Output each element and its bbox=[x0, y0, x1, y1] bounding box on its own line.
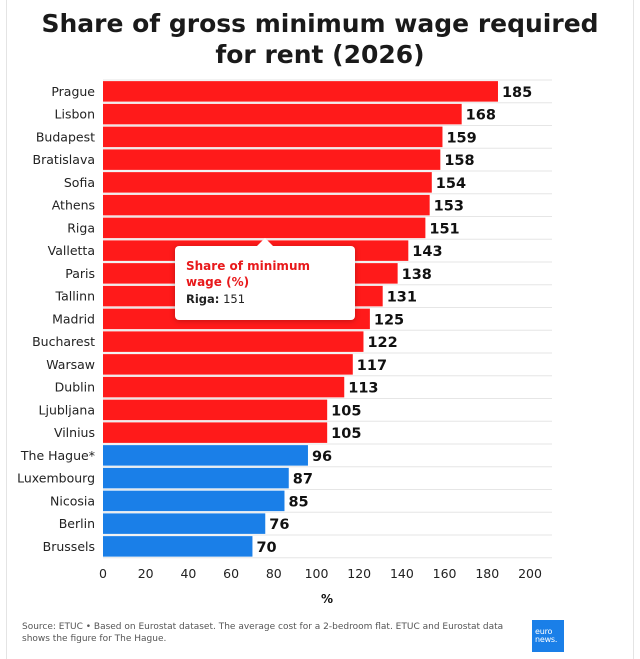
bar bbox=[103, 81, 498, 102]
bar bbox=[103, 103, 462, 125]
tooltip: Share of minimum wage (%) Riga: 151 bbox=[175, 238, 355, 320]
value-label: 76 bbox=[269, 517, 289, 533]
value-labels: 185 168 159 158 154 153 151 143 138 131 125 122 117 1… bbox=[256, 85, 532, 556]
category-label: Paris bbox=[65, 266, 95, 281]
category-label: Vilnius bbox=[54, 425, 95, 440]
value-label: 70 bbox=[256, 540, 276, 556]
tick-label: 60 bbox=[223, 566, 239, 581]
bar bbox=[103, 399, 328, 421]
bar bbox=[103, 217, 426, 239]
bar bbox=[103, 172, 432, 193]
bar bbox=[103, 490, 285, 512]
category-label: Nicosia bbox=[50, 493, 95, 508]
bar bbox=[103, 422, 328, 443]
bar bbox=[103, 536, 253, 557]
tooltip-title: Share of minimum wage (%) bbox=[186, 259, 310, 289]
value-label: 151 bbox=[429, 221, 459, 237]
category-label: Valletta bbox=[48, 243, 95, 258]
category-label: Warsaw bbox=[46, 357, 95, 372]
bar bbox=[103, 467, 289, 489]
tick-label: 100 bbox=[305, 566, 329, 581]
category-labels: Prague Lisbon Budapest Bratislava Sofia Athen… bbox=[17, 84, 95, 554]
category-label: Madrid bbox=[52, 311, 95, 326]
category-label: Prague bbox=[51, 84, 95, 99]
bar bbox=[103, 126, 443, 148]
category-label: Riga bbox=[67, 220, 95, 235]
bar bbox=[103, 354, 353, 375]
tick-label: 20 bbox=[138, 566, 154, 581]
category-label: Budapest bbox=[36, 129, 95, 144]
tooltip-line: Riga: 151 bbox=[186, 291, 345, 307]
bar bbox=[103, 331, 364, 352]
value-label: 159 bbox=[446, 130, 476, 146]
tick-label: 80 bbox=[266, 566, 282, 581]
x-axis-ticks: 0 20 40 60 80 100 120 140 160 180 200 bbox=[99, 566, 542, 581]
chart-title: Share of gross minimum wage required for… bbox=[41, 9, 599, 69]
logo-line-2: news. bbox=[535, 635, 558, 644]
bar bbox=[103, 194, 430, 216]
category-label: Ljubljana bbox=[39, 402, 95, 417]
value-label: 113 bbox=[348, 381, 378, 397]
x-axis-label: % bbox=[321, 592, 333, 606]
bar bbox=[103, 376, 345, 398]
bars bbox=[103, 81, 498, 557]
value-label: 122 bbox=[367, 335, 397, 351]
value-label: 131 bbox=[387, 290, 417, 306]
category-label: Bratislava bbox=[33, 152, 95, 167]
value-label: 105 bbox=[331, 426, 361, 442]
value-label: 85 bbox=[288, 494, 308, 510]
category-label: Tallinn bbox=[55, 289, 96, 304]
category-label: Bucharest bbox=[32, 334, 95, 349]
source-note: Source: ETUC • Based on Eurostat dataset… bbox=[22, 622, 504, 644]
value-label: 168 bbox=[466, 108, 496, 124]
category-label: Brussels bbox=[43, 539, 95, 554]
bar bbox=[103, 445, 308, 466]
tick-label: 180 bbox=[475, 566, 499, 581]
category-label: Sofia bbox=[64, 175, 95, 190]
tick-label: 120 bbox=[347, 566, 371, 581]
value-label: 143 bbox=[412, 244, 442, 260]
category-label: Berlin bbox=[59, 516, 95, 531]
value-label: 158 bbox=[444, 153, 474, 169]
tick-label: 40 bbox=[180, 566, 196, 581]
value-label: 185 bbox=[502, 85, 532, 101]
tooltip-city: Riga bbox=[186, 292, 215, 306]
bar bbox=[103, 149, 441, 170]
value-label: 87 bbox=[293, 472, 313, 488]
value-label: 138 bbox=[402, 267, 432, 283]
tooltip-value: 151 bbox=[223, 292, 246, 306]
tick-label: 140 bbox=[390, 566, 414, 581]
tick-label: 200 bbox=[518, 566, 542, 581]
chart-frame bbox=[6, 0, 634, 659]
category-label: Athens bbox=[52, 198, 95, 213]
tick-label: 0 bbox=[99, 566, 107, 581]
tooltip-colon: : bbox=[214, 292, 220, 306]
category-label: Lisbon bbox=[55, 107, 95, 122]
category-label: The Hague* bbox=[20, 448, 95, 463]
value-label: 125 bbox=[374, 312, 404, 328]
value-label: 153 bbox=[434, 199, 464, 215]
gridlines bbox=[103, 79, 552, 559]
category-label: Dublin bbox=[55, 380, 95, 395]
euronews-logo: euro news. bbox=[532, 620, 564, 652]
bar bbox=[103, 513, 266, 534]
category-label: Luxembourg bbox=[17, 471, 95, 486]
value-label: 117 bbox=[357, 358, 387, 374]
tick-label: 160 bbox=[433, 566, 457, 581]
value-label: 105 bbox=[331, 403, 361, 419]
value-label: 154 bbox=[436, 176, 466, 192]
logo-line-1: euro bbox=[535, 627, 553, 636]
value-label: 96 bbox=[312, 449, 332, 465]
